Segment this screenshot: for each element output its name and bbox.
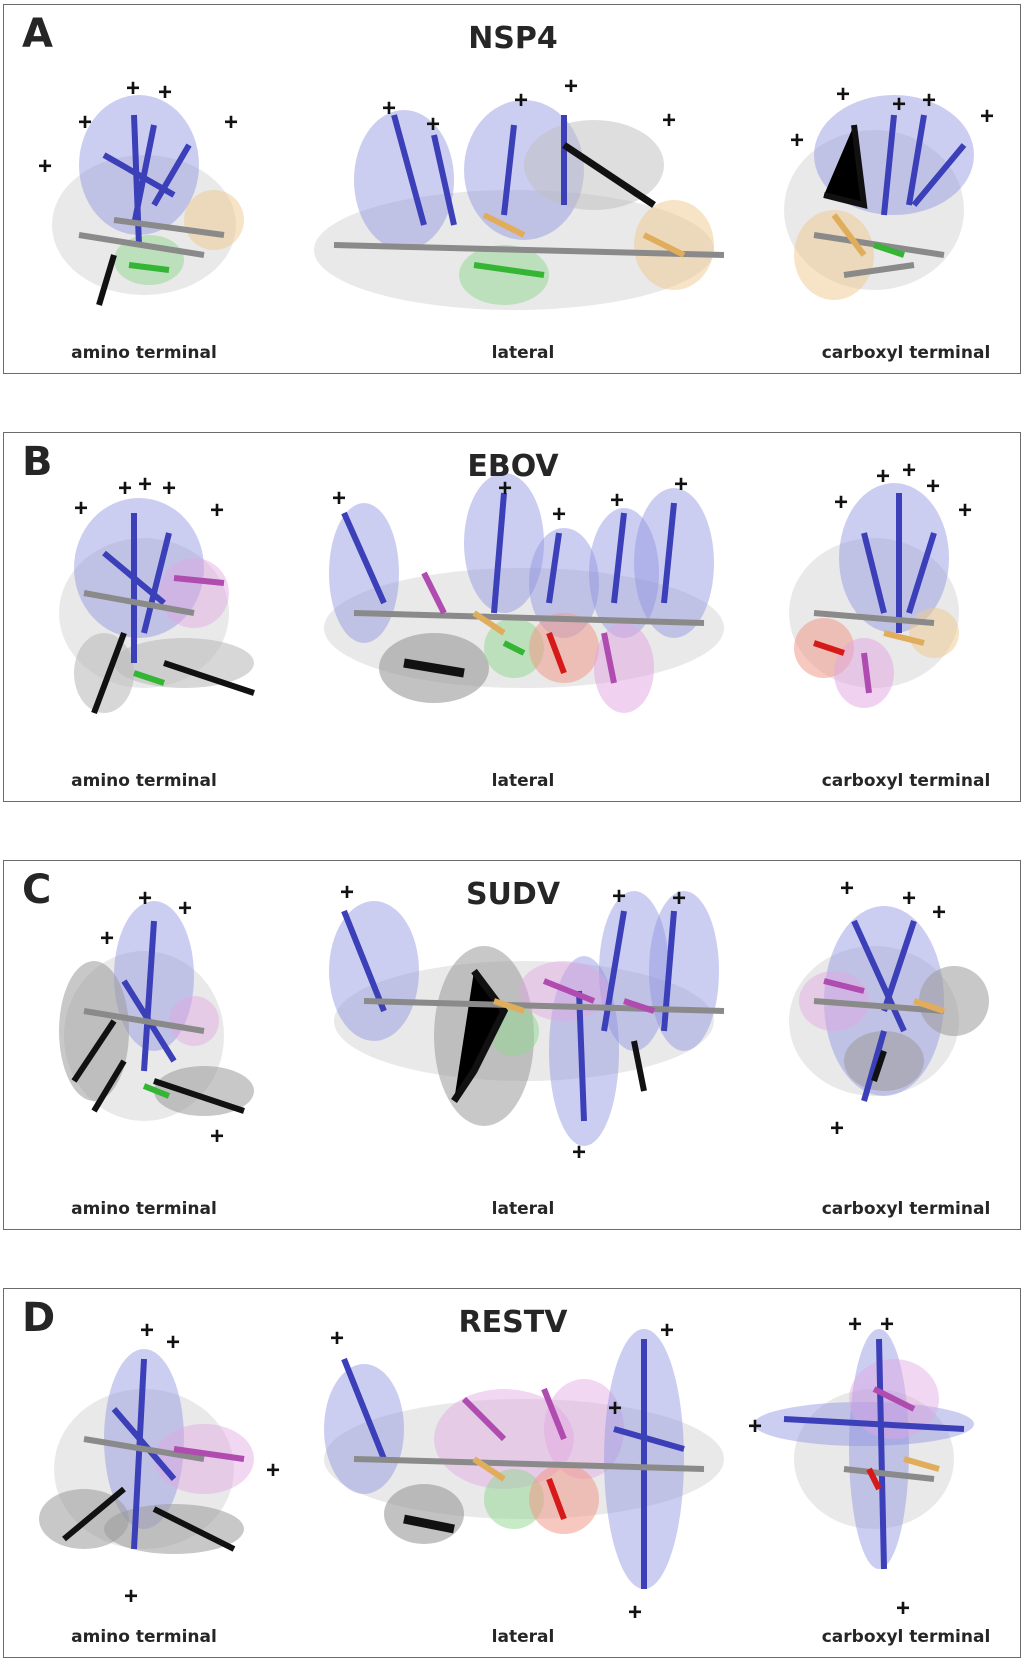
panel-b-carboxyl-label: carboxyl terminal: [821, 771, 991, 791]
panel-b-structures: [59, 473, 959, 715]
panel-b: B EBOV amino terminal lateral carboxyl t…: [3, 432, 1021, 802]
charge-mark: +: [612, 883, 627, 910]
charge-mark: +: [514, 87, 529, 114]
charge-mark: +: [980, 103, 995, 130]
panel-c-carboxyl-label: carboxyl terminal: [821, 1199, 991, 1219]
nsp4-carboxyl-view: [784, 95, 974, 300]
panel-c-lateral-label: lateral: [491, 1199, 555, 1219]
charge-mark: +: [932, 899, 947, 926]
charge-mark: +: [498, 475, 513, 502]
charge-mark: +: [848, 1311, 863, 1338]
panel-c-title: SUDV: [465, 877, 561, 912]
charge-mark: +: [662, 107, 677, 134]
charge-mark: +: [926, 473, 941, 500]
charge-mark: +: [902, 885, 917, 912]
charge-mark: +: [140, 1317, 155, 1344]
panel-b-amino-label: amino terminal: [71, 771, 217, 791]
charge-mark: +: [382, 95, 397, 122]
panel-a-carboxyl-label: carboxyl terminal: [821, 343, 991, 363]
charge-mark: +: [210, 1123, 225, 1150]
charge-mark: +: [896, 1595, 911, 1622]
charge-mark: +: [672, 885, 687, 912]
charge-mark: +: [748, 1413, 763, 1440]
charge-mark: +: [836, 81, 851, 108]
charge-mark: +: [892, 91, 907, 118]
charge-mark: +: [158, 79, 173, 106]
nsp4-amino-view: [52, 95, 244, 306]
panel-d-carboxyl-label: carboxyl terminal: [821, 1627, 991, 1647]
charge-mark: +: [922, 87, 937, 114]
charge-mark: +: [674, 471, 689, 498]
charge-mark: +: [564, 73, 579, 100]
panel-d-structures: [39, 1329, 974, 1589]
charge-mark: +: [138, 885, 153, 912]
charge-mark: +: [610, 487, 625, 514]
charge-mark: +: [74, 495, 89, 522]
charge-mark: +: [330, 1325, 345, 1352]
nsp4-lateral-view: [314, 100, 725, 310]
charge-mark: +: [178, 895, 193, 922]
ebov-carboxyl-view: [789, 483, 959, 708]
charge-mark: +: [830, 1115, 845, 1142]
charge-mark: +: [166, 1329, 181, 1356]
ebov-lateral-view: [324, 473, 724, 713]
charge-mark: +: [210, 497, 225, 524]
panel-d-lateral-label: lateral: [491, 1627, 555, 1647]
restv-carboxyl-view: [754, 1329, 974, 1570]
panel-c-amino-label: amino terminal: [71, 1199, 217, 1219]
charge-mark: +: [902, 457, 917, 484]
charge-mark: +: [876, 463, 891, 490]
charge-mark: +: [880, 1311, 895, 1338]
panel-c: C SUDV amino terminal lateral carboxyl t…: [3, 860, 1021, 1230]
charge-mark: +: [552, 501, 567, 528]
charge-mark: +: [100, 925, 115, 952]
charge-mark: +: [162, 475, 177, 502]
ebov-amino-view: [59, 498, 255, 715]
charge-mark: +: [124, 1583, 139, 1610]
charge-mark: +: [266, 1457, 281, 1484]
charge-mark: +: [834, 489, 849, 516]
panel-d-amino-label: amino terminal: [71, 1627, 217, 1647]
panel-d-letter: D: [22, 1295, 56, 1341]
restv-amino-view: [39, 1349, 254, 1554]
charge-mark: +: [332, 485, 347, 512]
panel-b-title: EBOV: [467, 449, 559, 484]
panel-a-title: NSP4: [468, 21, 558, 56]
panel-a-lateral-label: lateral: [491, 343, 555, 363]
panel-a-letter: A: [22, 11, 53, 57]
panel-c-structures: [59, 891, 989, 1146]
sudv-carboxyl-view: [789, 906, 989, 1102]
panel-a-structures: [52, 95, 974, 310]
panel-a-amino-label: amino terminal: [71, 343, 217, 363]
charge-mark: +: [628, 1599, 643, 1626]
charge-mark: +: [78, 109, 93, 136]
panel-b-lateral-label: lateral: [491, 771, 555, 791]
charge-mark: +: [340, 879, 355, 906]
charge-mark: +: [608, 1395, 623, 1422]
charge-mark: +: [840, 875, 855, 902]
panel-d: D RESTV amino terminal lateral carboxyl …: [3, 1288, 1021, 1658]
charge-mark: +: [126, 75, 141, 102]
panel-a: A NSP4 amino terminal lateral carboxyl t…: [3, 4, 1021, 374]
panel-b-letter: B: [22, 439, 53, 485]
charge-mark: +: [660, 1317, 675, 1344]
restv-lateral-view: [324, 1329, 724, 1589]
charge-mark: +: [38, 153, 53, 180]
charge-mark: +: [426, 111, 441, 138]
panel-c-letter: C: [22, 867, 52, 913]
sudv-amino-view: [59, 901, 254, 1121]
charge-mark: +: [790, 127, 805, 154]
charge-mark: +: [958, 497, 973, 524]
charge-mark: +: [224, 109, 239, 136]
charge-mark: +: [118, 475, 133, 502]
charge-mark: +: [138, 471, 153, 498]
charge-mark: +: [572, 1139, 587, 1166]
sudv-lateral-view: [329, 891, 725, 1146]
panel-d-title: RESTV: [458, 1305, 568, 1340]
